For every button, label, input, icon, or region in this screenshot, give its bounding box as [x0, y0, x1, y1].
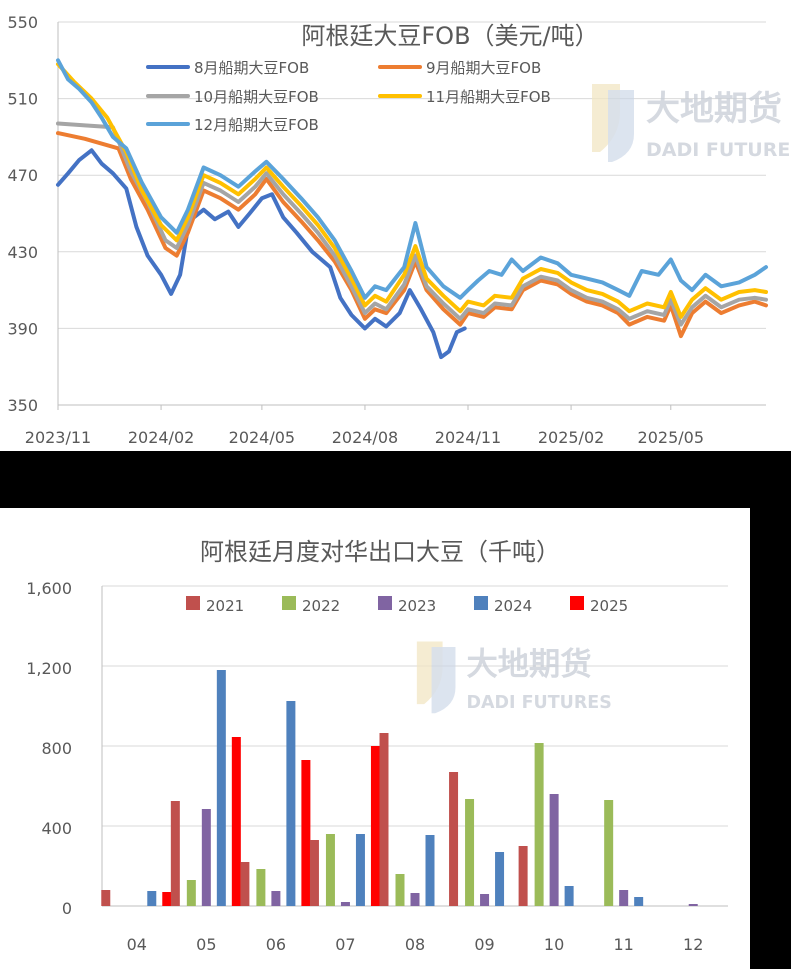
- fob-price-chart: 350 390 430 470 510 550 2023/11 2024/02 2024/05 2…: [7, 13, 791, 447]
- series-line-1: [56, 148, 467, 360]
- export-bar-chart: 0 400 800 1,200 1,600 大地期货 DADI FUTURES 阿根廷月度对华…: [26, 538, 728, 954]
- bar: [370, 746, 380, 906]
- x-tick-label: 12: [683, 935, 703, 954]
- y-tick-label: 350: [7, 396, 38, 415]
- bar: [425, 835, 435, 906]
- x-tick-label: 10: [544, 935, 564, 954]
- chart-title: 阿根廷大豆FOB（美元/吨）: [301, 22, 598, 50]
- y-tick-label: 390: [7, 319, 38, 338]
- series-line-5: [56, 58, 768, 300]
- bar: [231, 737, 241, 906]
- bar: [449, 772, 459, 906]
- bar: [518, 846, 528, 906]
- y-tick-label: 430: [7, 243, 38, 262]
- bar: [186, 880, 196, 906]
- bar: [355, 834, 365, 906]
- series-line-3: [56, 121, 768, 327]
- x-tick-label: 2024/05: [229, 428, 295, 447]
- x-tick-label: 09: [474, 935, 494, 954]
- legend-label: 2021: [206, 597, 244, 615]
- bar: [101, 890, 111, 906]
- bar: [256, 869, 266, 906]
- x-tick-label: 2024/02: [128, 428, 194, 447]
- series-line-4: [56, 62, 768, 319]
- x-tick-label: 04: [127, 935, 147, 954]
- x-tick-label: 2024/08: [332, 428, 398, 447]
- y-tick-label: 550: [7, 13, 38, 32]
- legend-label: 11月船期大豆FOB: [426, 88, 551, 106]
- bar: [325, 834, 335, 906]
- watermark-en-text: DADI FUTURES: [467, 693, 612, 713]
- x-tick-label: 07: [335, 935, 355, 954]
- bar: [604, 800, 614, 906]
- legend-label: 2025: [590, 597, 628, 615]
- y-tick-label: 470: [7, 166, 38, 185]
- legend-swatch: [282, 596, 296, 610]
- watermark: 大地期货 DADI FUTURES: [416, 641, 612, 714]
- y-tick-label: 800: [41, 739, 72, 758]
- watermark-cn-text: 大地期货: [646, 89, 782, 129]
- x-tick-label: 2023/11: [25, 428, 91, 447]
- bar: [271, 891, 281, 906]
- bar: [549, 794, 559, 906]
- series-line-2: [56, 131, 768, 339]
- x-tick-label: 2025/02: [538, 428, 604, 447]
- watermark-cn-text: 大地期货: [467, 647, 592, 683]
- x-tick-label: 08: [405, 935, 425, 954]
- bar: [619, 890, 629, 906]
- bar: [480, 894, 490, 906]
- bar: [170, 801, 180, 906]
- x-tick-label: 2024/11: [435, 428, 501, 447]
- legend-label: 12月船期大豆FOB: [194, 116, 319, 134]
- chart-title: 阿根廷月度对华出口大豆（千吨）: [200, 538, 560, 566]
- x-tick-label: 11: [613, 935, 633, 954]
- bar: [216, 670, 226, 906]
- bar: [410, 893, 420, 906]
- watermark: 大地期货 DADI FUTURES: [592, 84, 791, 162]
- legend-swatch: [186, 596, 200, 610]
- bar: [564, 886, 574, 906]
- y-tick-label: 0: [62, 899, 72, 918]
- bar: [395, 874, 405, 906]
- x-tick-label: 06: [266, 935, 286, 954]
- bar: [301, 760, 311, 906]
- legend-label: 2023: [398, 597, 436, 615]
- bar: [379, 733, 389, 906]
- y-tick-label: 510: [7, 90, 38, 109]
- watermark-logo-icon-shape: [431, 647, 456, 714]
- bar: [286, 701, 296, 906]
- legend-label: 9月船期大豆FOB: [426, 59, 541, 77]
- watermark-en-text: DADI FUTURES: [646, 139, 791, 161]
- legend-label: 2022: [302, 597, 340, 615]
- bar: [534, 743, 544, 906]
- legend-label: 8月船期大豆FOB: [194, 59, 309, 77]
- legend-swatch: [570, 596, 584, 610]
- y-tick-label: 1,200: [26, 659, 72, 678]
- bar: [634, 897, 644, 906]
- legend-swatch: [474, 596, 488, 610]
- legend-swatch: [378, 596, 392, 610]
- bar: [147, 891, 157, 906]
- x-tick-label: 05: [196, 935, 216, 954]
- y-tick-label: 1,600: [26, 579, 72, 598]
- bar: [309, 840, 319, 906]
- bar: [201, 809, 211, 906]
- y-tick-label: 400: [41, 819, 72, 838]
- bar: [340, 902, 350, 906]
- bar: [162, 892, 172, 906]
- legend-label: 10月船期大豆FOB: [194, 88, 319, 106]
- bar: [495, 852, 505, 906]
- x-tick-label: 2025/05: [638, 428, 704, 447]
- bar: [465, 799, 475, 906]
- fob-price-chart-panel: 350 390 430 470 510 550 2023/11 2024/02 2024/05 2…: [0, 0, 791, 451]
- bar: [688, 904, 698, 906]
- bar: [240, 862, 250, 906]
- export-bar-chart-panel: 0 400 800 1,200 1,600 大地期货 DADI FUTURES 阿根廷月度对华…: [0, 508, 750, 969]
- legend-label: 2024: [494, 597, 532, 615]
- watermark-logo-icon-shape: [608, 90, 634, 162]
